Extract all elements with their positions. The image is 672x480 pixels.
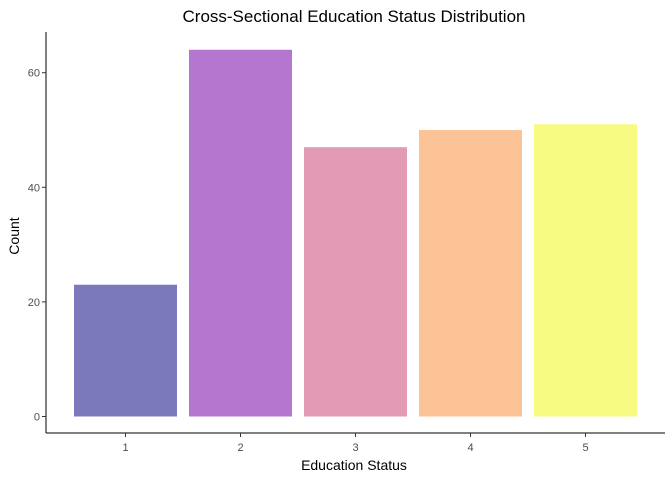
y-axis-title: Count [6, 217, 22, 254]
x-axis-title: Education Status [301, 457, 407, 473]
bar-5 [534, 124, 637, 417]
x-tick-label: 2 [237, 442, 243, 454]
x-tick-label: 1 [122, 442, 128, 454]
y-tick-label: 20 [28, 297, 40, 309]
x-tick-label: 5 [582, 442, 588, 454]
y-tick-label: 60 [28, 68, 40, 80]
y-tick-label: 40 [28, 182, 40, 194]
y-tick-label: 0 [34, 412, 40, 424]
y-axis-ticks: 0 20 40 60 [28, 68, 46, 424]
bars-group [74, 49, 637, 417]
chart-title: Cross-Sectional Education Status Distrib… [183, 7, 526, 26]
bar-4 [419, 130, 522, 417]
bar-3 [304, 147, 407, 417]
x-axis-ticks: 1 2 3 4 5 [122, 433, 589, 454]
x-tick-label: 3 [352, 442, 358, 454]
bar-1 [74, 284, 177, 417]
bar-2 [189, 49, 292, 417]
x-tick-label: 4 [467, 442, 473, 454]
